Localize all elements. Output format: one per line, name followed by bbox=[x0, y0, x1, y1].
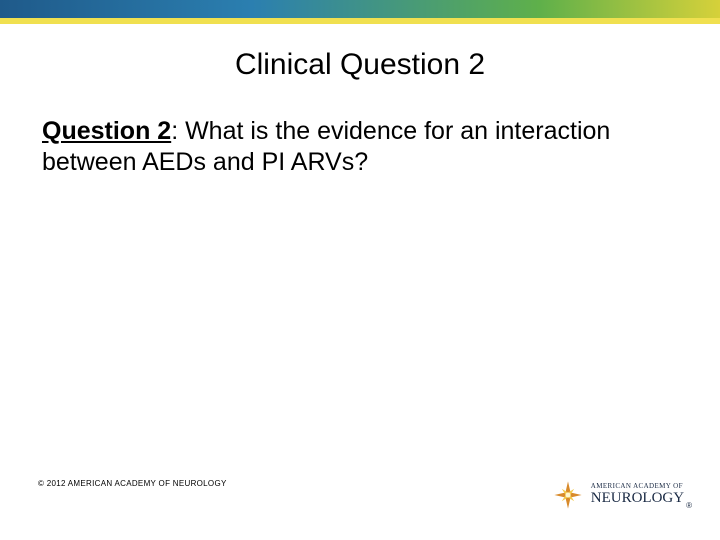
logo-text: AMERICAN ACADEMY OF NEUROLOGY bbox=[591, 483, 684, 506]
trademark-symbol: ® bbox=[686, 501, 692, 510]
star-icon bbox=[551, 478, 585, 512]
logo-line2: NEUROLOGY bbox=[591, 491, 684, 507]
slide-body: Question 2: What is the evidence for an … bbox=[42, 116, 678, 179]
header-color-band bbox=[0, 0, 720, 18]
slide-title: Clinical Question 2 bbox=[0, 48, 720, 82]
header-accent-line bbox=[0, 18, 720, 24]
copyright-footer: © 2012 AMERICAN ACADEMY OF NEUROLOGY bbox=[38, 479, 227, 488]
question-label: Question 2 bbox=[42, 117, 171, 145]
aan-logo: AMERICAN ACADEMY OF NEUROLOGY ® bbox=[551, 478, 692, 512]
